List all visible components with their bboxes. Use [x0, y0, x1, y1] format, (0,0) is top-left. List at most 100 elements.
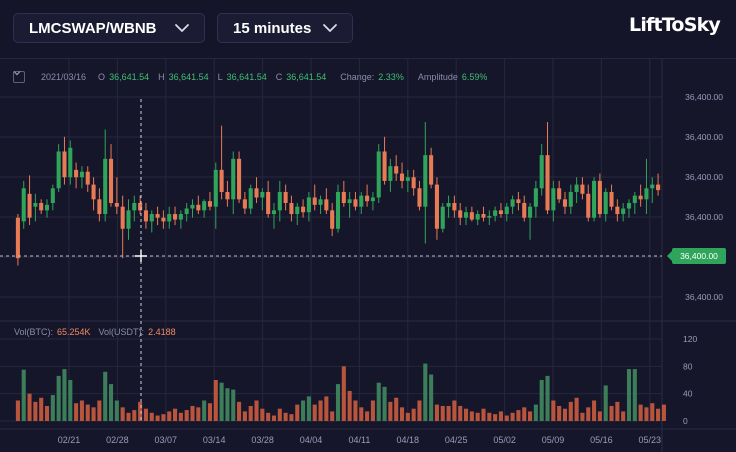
- volume-bar[interactable]: [44, 405, 50, 421]
- volume-bar[interactable]: [551, 400, 556, 422]
- candle-body[interactable]: [359, 195, 364, 207]
- volume-bar[interactable]: [178, 412, 183, 421]
- candle-body[interactable]: [452, 203, 457, 211]
- candle-body[interactable]: [242, 199, 247, 209]
- volume-bar[interactable]: [516, 410, 521, 421]
- candle-body[interactable]: [103, 158, 108, 215]
- candle-body[interactable]: [522, 203, 527, 218]
- volume-bar[interactable]: [434, 404, 439, 421]
- volume-bar[interactable]: [85, 404, 90, 421]
- candle-body[interactable]: [132, 203, 137, 211]
- candle-body[interactable]: [39, 203, 44, 211]
- volume-bar[interactable]: [79, 400, 84, 422]
- volume-bar[interactable]: [568, 401, 573, 421]
- candle-body[interactable]: [562, 199, 568, 207]
- candle-body[interactable]: [458, 210, 463, 218]
- candle-body[interactable]: [202, 201, 207, 211]
- candle-body[interactable]: [79, 171, 84, 178]
- candle-body[interactable]: [143, 210, 148, 222]
- candle-body[interactable]: [586, 193, 591, 218]
- candle-body[interactable]: [167, 214, 172, 222]
- candle-body[interactable]: [68, 147, 73, 178]
- candle-body[interactable]: [487, 215, 492, 218]
- candle-body[interactable]: [405, 177, 410, 181]
- candle-body[interactable]: [545, 155, 550, 211]
- volume-bar[interactable]: [132, 410, 137, 421]
- volume-bar[interactable]: [219, 382, 224, 421]
- candle-body[interactable]: [184, 208, 189, 215]
- volume-bar[interactable]: [498, 411, 503, 421]
- volume-bar[interactable]: [260, 408, 265, 421]
- candle-body[interactable]: [493, 210, 498, 216]
- volume-bar[interactable]: [562, 408, 568, 421]
- candle-body[interactable]: [306, 197, 311, 213]
- volume-bar[interactable]: [271, 415, 277, 421]
- candle-body[interactable]: [417, 188, 422, 207]
- candle-body[interactable]: [138, 203, 143, 211]
- volume-bar[interactable]: [341, 366, 346, 421]
- interval-select[interactable]: 15 minutes: [217, 13, 353, 43]
- candle-body[interactable]: [178, 214, 183, 220]
- candle-body[interactable]: [533, 188, 538, 207]
- volume-bar[interactable]: [475, 412, 480, 421]
- candle-body[interactable]: [463, 212, 469, 218]
- volume-bar[interactable]: [149, 412, 154, 421]
- candle-body[interactable]: [481, 214, 486, 218]
- candle-body[interactable]: [207, 201, 213, 207]
- volume-bar[interactable]: [429, 374, 434, 421]
- candle-body[interactable]: [504, 206, 509, 215]
- volume-bar[interactable]: [50, 395, 55, 421]
- volume-bar[interactable]: [68, 380, 73, 421]
- volume-bar[interactable]: [74, 403, 79, 421]
- chart-panel[interactable]: 36,400.00 36,400.00 36,400.00 36,400.00 36,4…: [0, 58, 736, 452]
- volume-bar[interactable]: [283, 412, 288, 421]
- volume-bar[interactable]: [557, 405, 562, 421]
- candle-body[interactable]: [382, 151, 387, 181]
- candle-body[interactable]: [638, 195, 643, 200]
- candle-body[interactable]: [33, 203, 38, 207]
- volume-bar[interactable]: [62, 369, 67, 421]
- candle-body[interactable]: [580, 184, 585, 194]
- candle-body[interactable]: [516, 199, 521, 203]
- volume-bar[interactable]: [266, 412, 271, 421]
- candle-body[interactable]: [91, 184, 96, 200]
- candle-body[interactable]: [597, 180, 602, 215]
- volume-bar[interactable]: [615, 401, 620, 421]
- volume-bar[interactable]: [207, 403, 213, 421]
- candle-body[interactable]: [469, 212, 474, 220]
- candle-body[interactable]: [114, 203, 119, 207]
- candle-body[interactable]: [626, 203, 632, 209]
- volume-bar[interactable]: [446, 405, 451, 421]
- volume-bar[interactable]: [533, 404, 538, 421]
- volume-bar[interactable]: [621, 411, 626, 421]
- volume-bar[interactable]: [91, 407, 96, 421]
- volume-bar[interactable]: [231, 389, 236, 421]
- volume-bar[interactable]: [138, 401, 143, 421]
- volume-bar[interactable]: [254, 400, 259, 422]
- candle-body[interactable]: [27, 193, 32, 218]
- candle-body[interactable]: [85, 171, 90, 185]
- volume-bar[interactable]: [574, 397, 579, 421]
- candle-body[interactable]: [231, 158, 236, 200]
- candle-body[interactable]: [615, 206, 620, 215]
- volume-bar[interactable]: [184, 410, 189, 421]
- volume-bar[interactable]: [108, 384, 114, 421]
- candle-body[interactable]: [498, 210, 503, 215]
- volume-bar[interactable]: [469, 411, 474, 421]
- volume-bar[interactable]: [440, 405, 445, 421]
- candle-body[interactable]: [557, 188, 562, 200]
- volume-bar[interactable]: [335, 384, 341, 421]
- candle-body[interactable]: [74, 169, 79, 178]
- volume-bar[interactable]: [21, 369, 26, 421]
- candle-body[interactable]: [388, 166, 393, 181]
- volume-bar[interactable]: [167, 411, 172, 421]
- candle-body[interactable]: [266, 191, 271, 215]
- candle-body[interactable]: [440, 206, 445, 229]
- candle-body[interactable]: [656, 184, 661, 191]
- volume-bar[interactable]: [405, 412, 410, 421]
- volume-bar[interactable]: [487, 412, 492, 421]
- candle-body[interactable]: [510, 199, 515, 207]
- volume-bar[interactable]: [196, 407, 201, 421]
- volume-bar[interactable]: [330, 411, 335, 421]
- volume-bar[interactable]: [586, 407, 591, 421]
